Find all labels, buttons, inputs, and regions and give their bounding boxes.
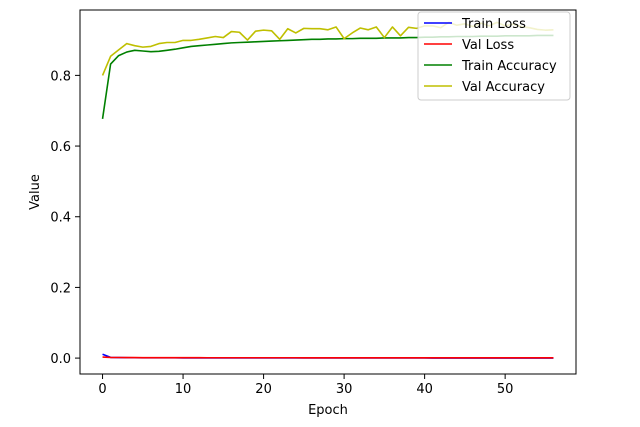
legend-box (417, 11, 571, 101)
x-axis-label: Epoch (308, 403, 348, 418)
x-tick-label: 10 (175, 382, 192, 397)
y-tick-label: 0.8 (50, 69, 71, 84)
series-line-val-loss (102, 356, 554, 359)
legend-label-val-loss: Val Loss (462, 38, 514, 53)
y-axis-label: Value (28, 174, 43, 210)
x-axis-ticks: 0 10 20 30 40 50 (98, 374, 513, 397)
legend-label-train-loss: Train Loss (461, 17, 526, 32)
x-tick-label: 40 (416, 382, 433, 397)
x-tick-label: 0 (98, 382, 106, 397)
x-tick-label: 30 (336, 382, 353, 397)
legend-label-train-accuracy: Train Accuracy (461, 59, 557, 74)
legend: Train Loss Val Loss Train Accuracy Val Accu… (417, 11, 571, 101)
x-tick-label: 50 (497, 382, 514, 397)
x-tick-label: 20 (255, 382, 272, 397)
legend-label-val-accuracy: Val Accuracy (462, 80, 545, 95)
y-tick-label: 0.2 (50, 281, 71, 296)
axes-frame (79, 9, 577, 375)
y-axis-ticks: 0.0 0.2 0.4 0.6 0.8 (50, 69, 80, 367)
y-tick-label: 0.4 (50, 211, 71, 226)
y-tick-label: 0.6 (50, 140, 71, 155)
y-tick-label: 0.0 (50, 352, 71, 367)
